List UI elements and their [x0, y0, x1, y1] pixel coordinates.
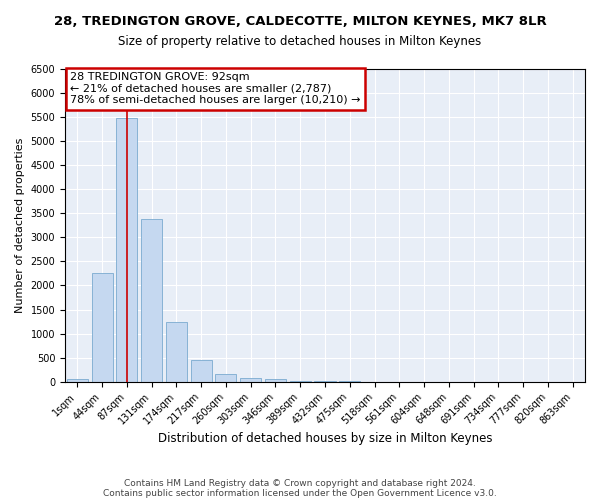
Bar — [265, 380, 286, 382]
Y-axis label: Number of detached properties: Number of detached properties — [15, 138, 25, 313]
Text: 28 TREDINGTON GROVE: 92sqm
← 21% of detached houses are smaller (2,787)
78% of s: 28 TREDINGTON GROVE: 92sqm ← 21% of deta… — [70, 72, 361, 106]
Bar — [116, 118, 137, 382]
Bar — [92, 274, 113, 382]
Bar — [166, 322, 187, 382]
Text: Contains HM Land Registry data © Crown copyright and database right 2024.: Contains HM Land Registry data © Crown c… — [124, 478, 476, 488]
Bar — [240, 378, 261, 382]
X-axis label: Distribution of detached houses by size in Milton Keynes: Distribution of detached houses by size … — [158, 432, 492, 445]
Bar — [141, 219, 162, 382]
Text: Contains public sector information licensed under the Open Government Licence v3: Contains public sector information licen… — [103, 488, 497, 498]
Text: 28, TREDINGTON GROVE, CALDECOTTE, MILTON KEYNES, MK7 8LR: 28, TREDINGTON GROVE, CALDECOTTE, MILTON… — [53, 15, 547, 28]
Bar — [215, 374, 236, 382]
Bar — [67, 380, 88, 382]
Text: Size of property relative to detached houses in Milton Keynes: Size of property relative to detached ho… — [118, 35, 482, 48]
Bar — [191, 360, 212, 382]
